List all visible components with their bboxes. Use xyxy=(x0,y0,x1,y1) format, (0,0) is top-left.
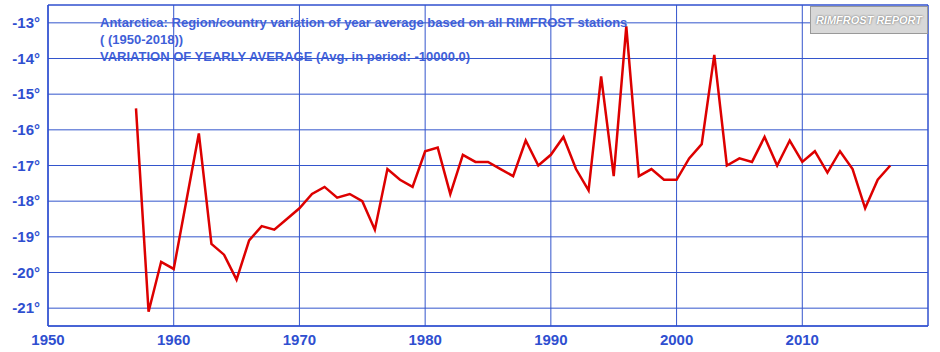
svg-text:-19°: -19° xyxy=(12,228,40,245)
svg-text:-17°: -17° xyxy=(12,157,40,174)
html-text:( (1950-2018)): ( (1950-2018)) xyxy=(100,32,184,47)
svg-text:2010: 2010 xyxy=(786,331,819,348)
svg-text:-16°: -16° xyxy=(12,121,40,138)
svg-text:-21°: -21° xyxy=(12,299,40,316)
svg-text:-18°: -18° xyxy=(12,192,40,209)
svg-text:1980: 1980 xyxy=(408,331,441,348)
svg-text:1950: 1950 xyxy=(31,331,64,348)
svg-text:-15°: -15° xyxy=(12,85,40,102)
html-text:RIMFROST REPORT: RIMFROST REPORT xyxy=(815,14,923,26)
svg-text:-14°: -14° xyxy=(12,50,40,67)
svg-text:2000: 2000 xyxy=(660,331,693,348)
svg-text:-20°: -20° xyxy=(12,264,40,281)
svg-text:1960: 1960 xyxy=(157,331,190,348)
html-text:VARIATION OF YEARLY AVERAGE (A: VARIATION OF YEARLY AVERAGE (Avg. in per… xyxy=(100,49,471,64)
svg-text:1970: 1970 xyxy=(283,331,316,348)
svg-text:-13°: -13° xyxy=(12,14,40,31)
svg-text:1990: 1990 xyxy=(534,331,567,348)
html-text:Antarctica: Region/country var: Antarctica: Region/country variation of … xyxy=(100,15,628,30)
